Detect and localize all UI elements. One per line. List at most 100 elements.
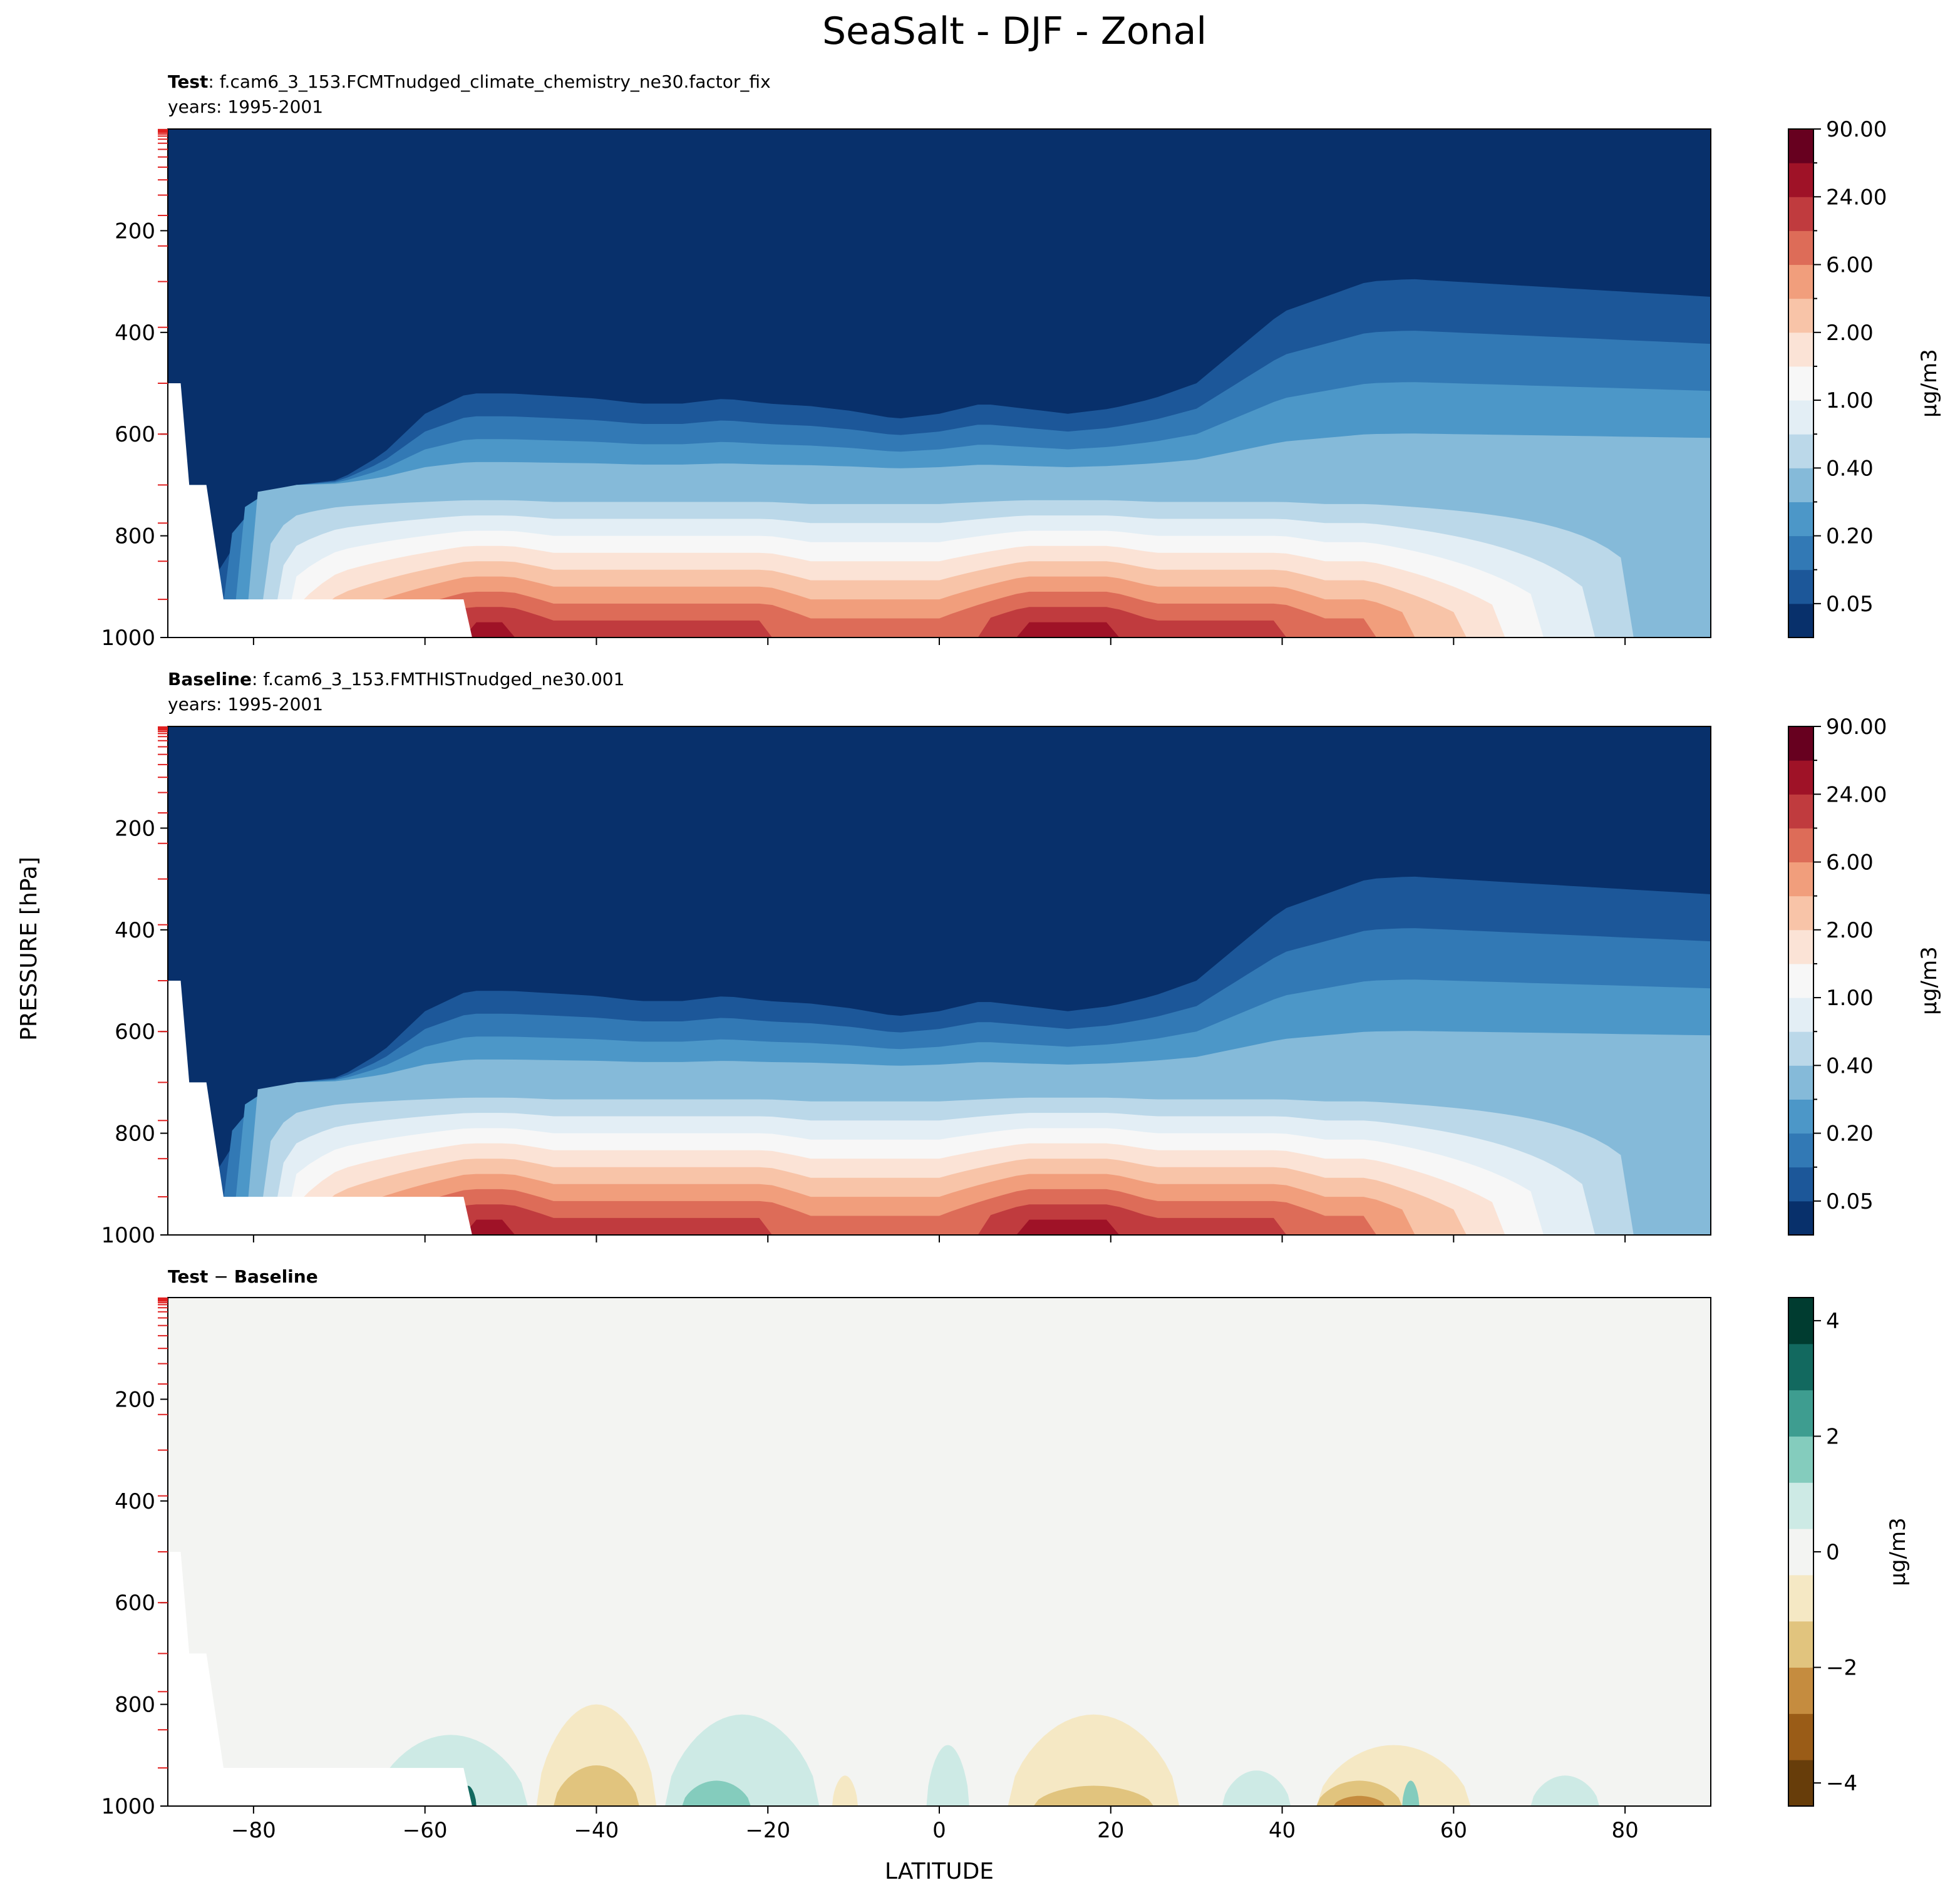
colorbar-swatch: [1788, 794, 1813, 829]
y-tick-label: 400: [115, 918, 155, 943]
colorbar-swatch: [1788, 1529, 1813, 1576]
colorbar-swatch: [1788, 1390, 1813, 1437]
contour-fill-level-12: [168, 607, 1711, 638]
colorbar-tick-label: 90.00: [1826, 715, 1887, 740]
colorbar-swatch: [1788, 264, 1813, 299]
colorbar-swatch: [1788, 197, 1813, 231]
y-tick-label: 600: [115, 422, 155, 447]
colorbar-swatch: [1788, 998, 1813, 1032]
colorbar-tick-label: 0: [1826, 1540, 1840, 1565]
contour-layer: [168, 726, 1711, 1235]
colorbar-swatch: [1788, 862, 1813, 897]
colorbar-swatch: [1788, 400, 1813, 435]
colorbar-swatch: [1788, 603, 1813, 638]
test-colorbar: 0.05 0.20 0.40 1.00 2.00 6.00 24.00 90.00 μg/m3: [1788, 117, 1942, 638]
panel-diff-title-minus: −: [208, 1266, 234, 1287]
colorbar-swatch: [1788, 535, 1813, 571]
colorbar-swatch: [1788, 1200, 1813, 1236]
colorbar-frame: [1788, 726, 1814, 1236]
colorbar-tick-label: −2: [1826, 1656, 1857, 1681]
colorbar-swatch: [1788, 502, 1813, 537]
contour-layer: [168, 1298, 1711, 1806]
x-tick-label: 60: [1440, 1818, 1467, 1843]
colorbar-frame: [1788, 128, 1814, 638]
difference-anomaly: [1222, 1770, 1291, 1806]
difference-anomaly: [1008, 1714, 1180, 1806]
difference-anomaly: [682, 1780, 751, 1806]
terrain-mask: [168, 981, 472, 1235]
y-tick-label: 200: [115, 1387, 155, 1412]
colorbar-swatch: [1788, 569, 1813, 604]
difference-anomaly: [1530, 1775, 1599, 1806]
difference-anomaly: [1316, 1780, 1403, 1806]
contour-fill-level-13: [168, 1219, 1711, 1235]
colorbar-swatch: [1788, 434, 1813, 468]
contour-fill-level-12: [168, 1204, 1711, 1235]
difference-anomaly: [1033, 1785, 1154, 1806]
panel-baseline-title: : f.cam6_3_153.FMTHISTnudged_ne30.001: [252, 669, 624, 689]
figure-ylabel: PRESSURE [hPa]: [16, 857, 42, 1041]
colorbar-swatch: [1788, 1482, 1813, 1529]
figure-suptitle: SeaSalt - DJF - Zonal: [822, 9, 1207, 53]
x-tick-label: −20: [745, 1818, 790, 1843]
terrain-mask: [168, 1552, 472, 1806]
colorbar-label: μg/m3: [1885, 1517, 1911, 1586]
colorbar-swatch: [1788, 1133, 1813, 1168]
y-tick-label: 1000: [101, 1794, 155, 1819]
colorbar-swatch: [1788, 366, 1813, 401]
colorbar-tick-label: 6.00: [1826, 253, 1874, 278]
difference-anomaly: [832, 1775, 858, 1806]
colorbar-swatch: [1788, 1667, 1813, 1714]
y-tick-label: 600: [115, 1591, 155, 1616]
svg-text:Test − Baseline: Test − Baseline: [168, 1266, 318, 1287]
colorbar-swatch: [1788, 468, 1813, 502]
colorbar-tick-label: 2.00: [1826, 321, 1874, 346]
difference-colorbar: −4 −2 0 2 4 μg/m3: [1788, 1297, 1911, 1807]
colorbar-label: μg/m3: [1917, 946, 1942, 1015]
panel-diff-title-baseline: Baseline: [234, 1266, 318, 1287]
figure-xlabel: LATITUDE: [885, 1859, 994, 1884]
panel-baseline: Baseline: f.cam6_3_153.FMTHISTnudged_ne3…: [101, 669, 1942, 1248]
contour-fill-level-13: [168, 622, 1711, 638]
colorbar-tick-label: 0.40: [1826, 1053, 1874, 1078]
x-tick-label: −40: [574, 1818, 619, 1843]
colorbar-swatch: [1788, 298, 1813, 333]
y-tick-label: 200: [115, 816, 155, 841]
colorbar-swatch: [1788, 963, 1813, 998]
baseline-colorbar: 0.05 0.20 0.40 1.00 2.00 6.00 24.00 90.00 μg/m3: [1788, 715, 1942, 1236]
x-tick-label: 80: [1611, 1818, 1638, 1843]
x-tick-label: −80: [231, 1818, 276, 1843]
colorbar-tick-label: 0.20: [1826, 524, 1874, 549]
y-tick-label: 600: [115, 1020, 155, 1045]
colorbar-tick-label: 1.00: [1826, 986, 1874, 1011]
y-tick-label: 800: [115, 1122, 155, 1147]
colorbar-tick-label: 2: [1826, 1424, 1840, 1449]
colorbar-tick-label: 4: [1826, 1309, 1840, 1334]
y-tick-label: 800: [115, 1693, 155, 1718]
colorbar-tick-label: 24.00: [1826, 782, 1887, 807]
panel-difference: Test − Baseline 200 4 0 0 600 800 1000 −80 − 60 −4…: [101, 1266, 1911, 1843]
panel-baseline-title-bold: Baseline: [168, 669, 252, 689]
difference-plot-area: 200 400 600 800 1000 −80 −60 −40 −20 0 20 40 60 80: [101, 1297, 1711, 1843]
y-tick-label: 400: [115, 321, 155, 346]
panel-test-title: : f.cam6_3_153.FCMTnudged_climate_chemis…: [208, 71, 770, 92]
colorbar-swatch: [1788, 1099, 1813, 1134]
difference-anomaly: [1402, 1780, 1420, 1806]
contour-layer: [168, 129, 1711, 638]
panel-test-subtitle: years: 1995-2001: [168, 96, 323, 117]
colorbar-swatch: [1788, 1167, 1813, 1202]
baseline-plot-area: 200 400 600 800 1000: [101, 726, 1711, 1248]
colorbar-swatch: [1788, 1298, 1813, 1345]
colorbar-swatch: [1788, 726, 1813, 761]
y-tick-label: 800: [115, 524, 155, 549]
colorbar-label: μg/m3: [1917, 349, 1942, 417]
colorbar-tick-label: 0.05: [1826, 592, 1874, 617]
colorbar-tick-label: 0.05: [1826, 1189, 1874, 1214]
x-tick-label: 0: [932, 1818, 946, 1843]
y-tick-label: 200: [115, 219, 155, 244]
colorbar-swatch: [1788, 1065, 1813, 1100]
colorbar-swatch: [1788, 828, 1813, 863]
colorbar-tick-label: 90.00: [1826, 117, 1887, 142]
colorbar-swatch: [1788, 332, 1813, 367]
